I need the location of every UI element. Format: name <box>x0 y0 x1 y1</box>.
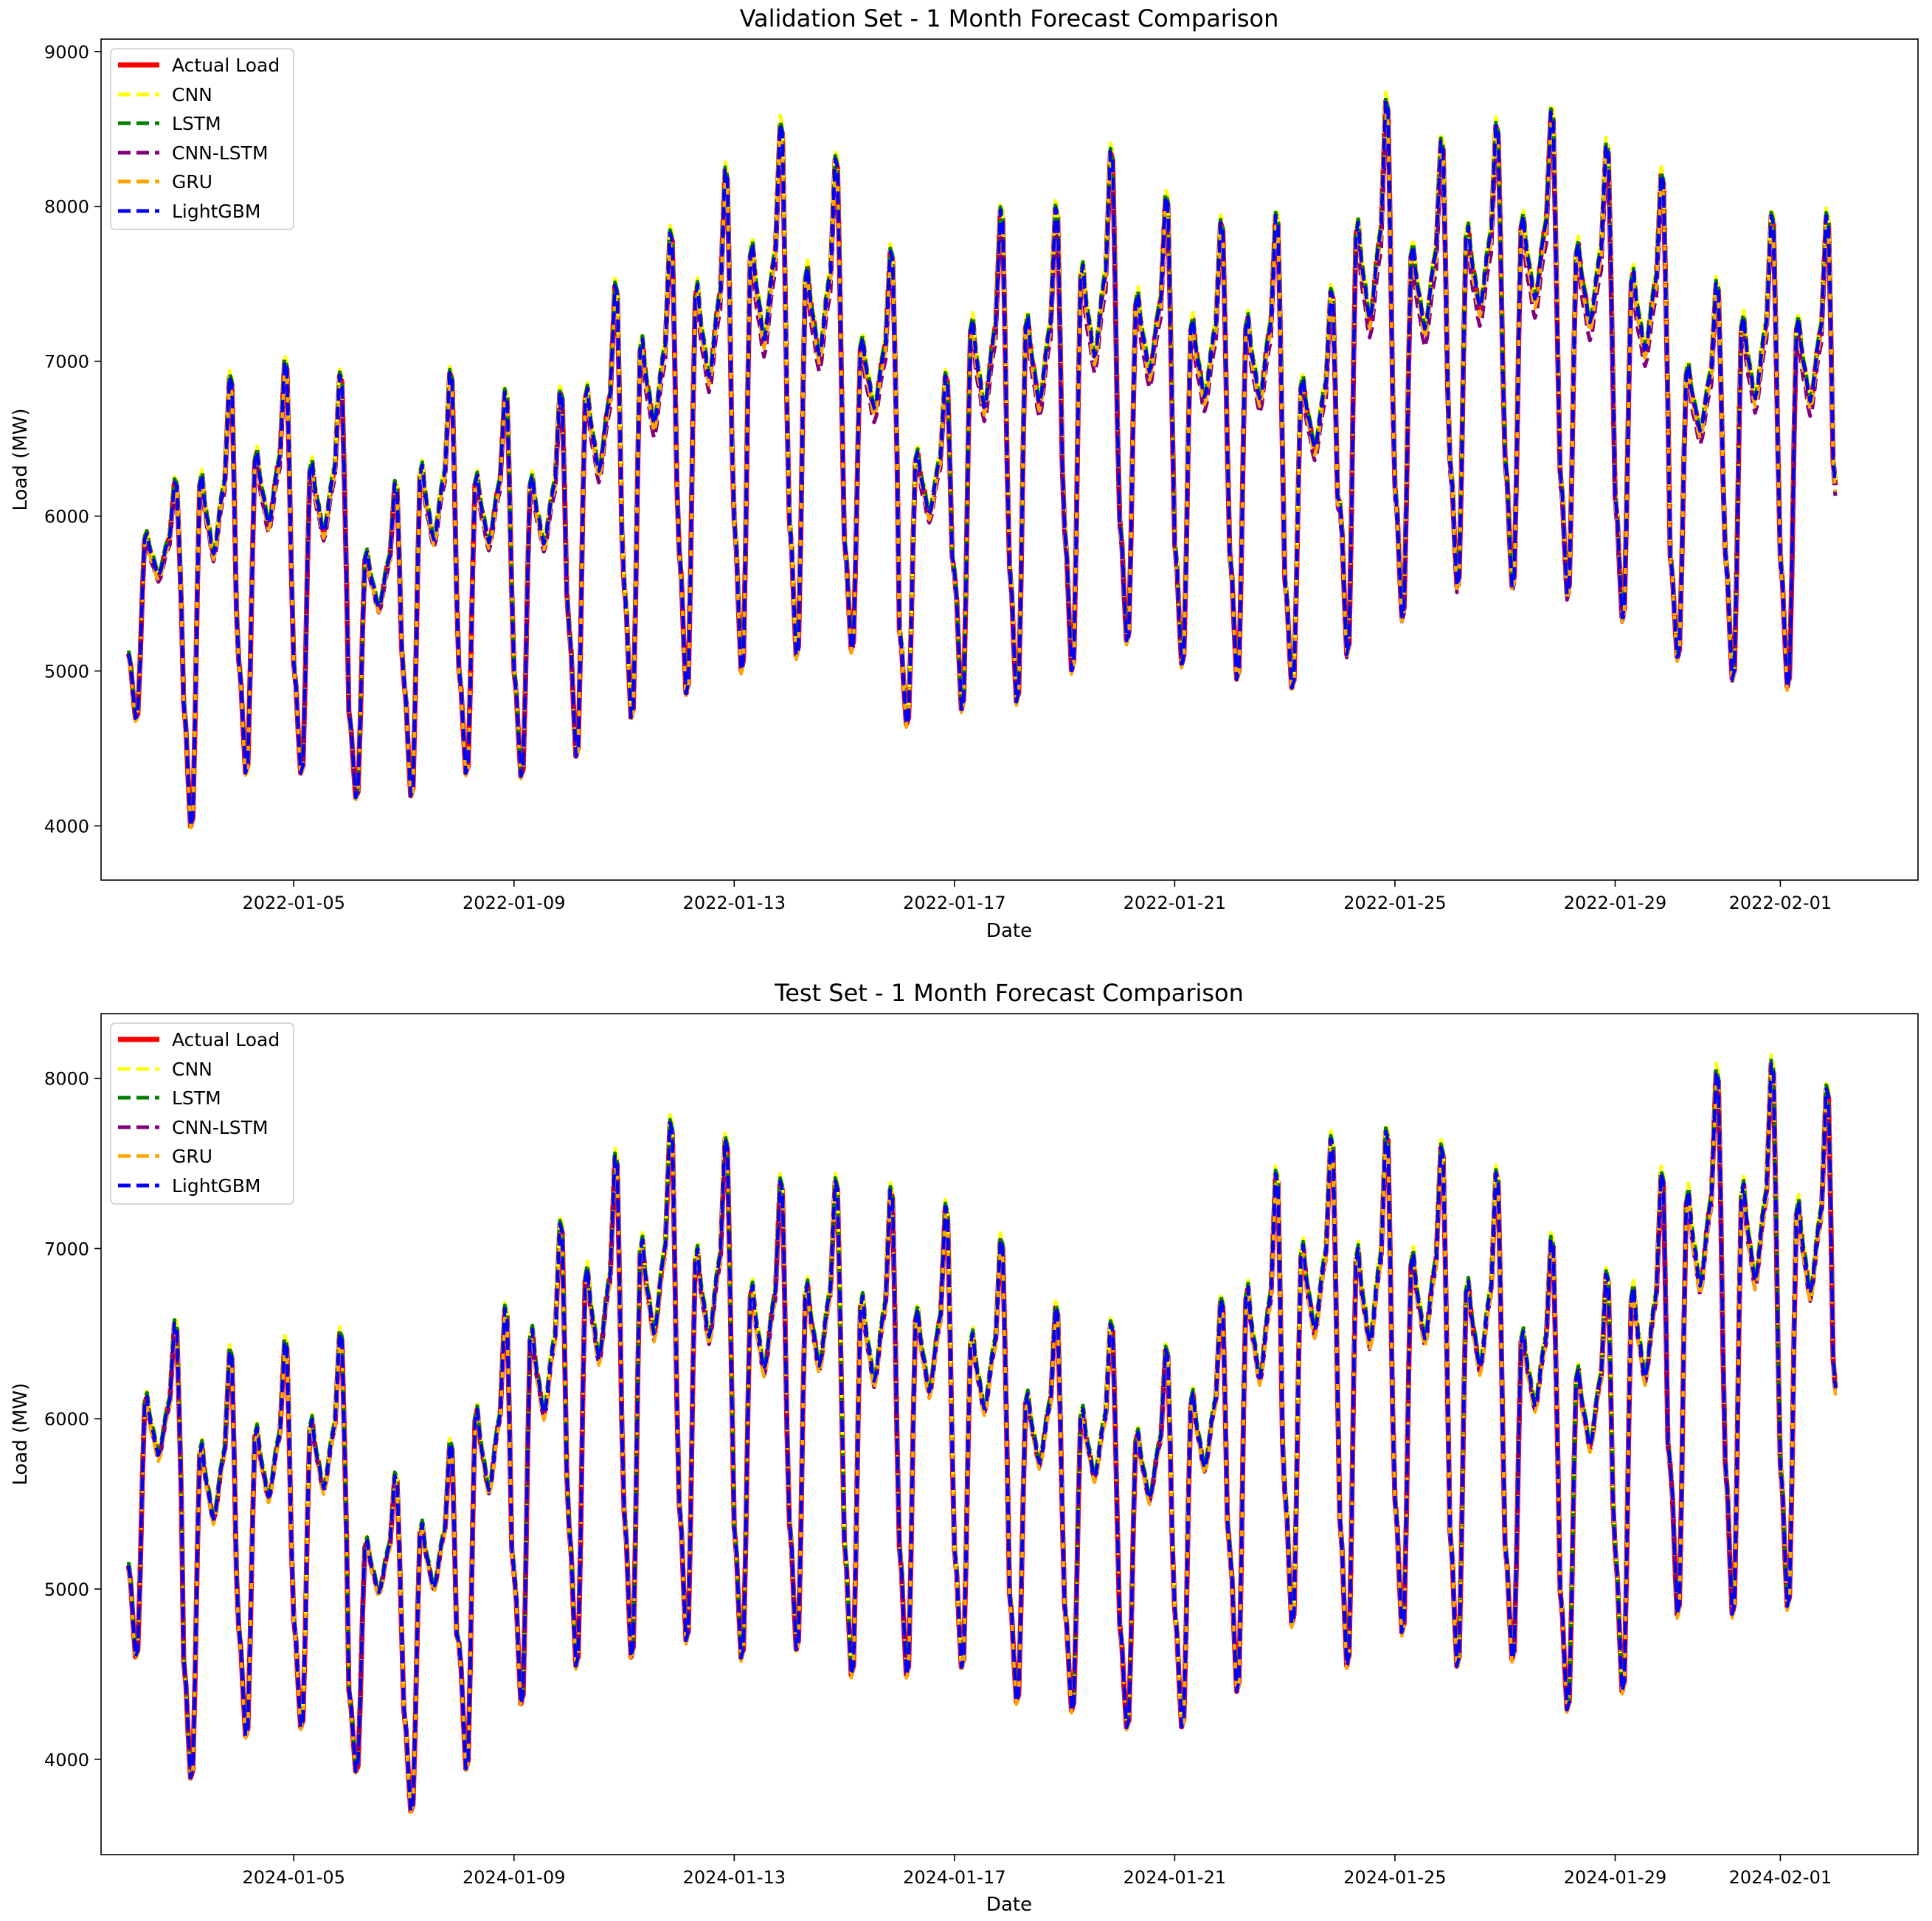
x-tick-label: 2024-01-13 <box>683 1867 786 1888</box>
validation-legend: Actual Load CNN LSTM CNN-LSTM GRU LightG… <box>110 48 294 230</box>
test-y-ticks: 4000 5000 6000 7000 8000 <box>44 1069 101 1771</box>
y-tick-label: 8000 <box>44 1069 89 1090</box>
x-tick-label: 2024-01-09 <box>463 1867 565 1888</box>
legend-label-cnn-lstm: CNN-LSTM <box>172 1117 269 1138</box>
legend-label-actual: Actual Load <box>172 55 280 76</box>
y-tick-label: 4000 <box>44 1750 89 1771</box>
validation-x-ticks: 2022-01-05 2022-01-09 2022-01-13 2022-01-17… <box>242 880 1832 913</box>
y-tick-label: 5000 <box>44 1579 89 1600</box>
legend-label-cnn: CNN <box>172 84 212 105</box>
x-tick-label: 2024-01-21 <box>1123 1867 1226 1888</box>
legend-label-lstm: LSTM <box>172 1087 221 1109</box>
series-line-gru <box>127 111 1838 830</box>
legend-label-lightgbm: LightGBM <box>172 201 260 222</box>
legend-label-cnn: CNN <box>172 1059 212 1080</box>
y-tick-label: 7000 <box>44 352 89 373</box>
test-series-lines <box>125 1053 1838 1814</box>
test-legend: Actual Load CNN LSTM CNN-LSTM GRU LightG… <box>110 1022 294 1205</box>
series-line-lightgbm <box>127 99 1838 828</box>
y-tick-label: 9000 <box>44 42 89 63</box>
x-tick-label: 2024-01-17 <box>903 1867 1005 1888</box>
x-tick-label: 2022-01-13 <box>683 893 786 913</box>
test-x-axis-label: Date <box>986 1894 1032 1916</box>
validation-series-lines <box>125 90 1838 830</box>
y-tick-label: 5000 <box>44 662 89 682</box>
x-tick-label: 2024-02-01 <box>1729 1867 1832 1888</box>
test-y-axis-label: Load (MW) <box>10 1382 32 1485</box>
test-plot-frame <box>100 1013 1919 1855</box>
legend-label-lightgbm: LightGBM <box>172 1175 260 1197</box>
validation-chart-title: Validation Set - 1 Month Forecast Compar… <box>740 4 1279 32</box>
x-tick-label: 2024-01-05 <box>242 1867 344 1888</box>
legend-label-gru: GRU <box>172 1146 212 1167</box>
x-tick-label: 2022-01-25 <box>1343 893 1446 913</box>
y-tick-label: 6000 <box>44 1409 89 1430</box>
test-chart: Test Set - 1 Month Forecast Comparison 4… <box>10 979 1919 1916</box>
validation-plot-frame <box>100 38 1919 881</box>
validation-y-axis-label: Load (MW) <box>10 408 32 510</box>
validation-y-ticks: 4000 5000 6000 7000 8000 9000 <box>44 42 101 837</box>
legend-label-cnn-lstm: CNN-LSTM <box>172 142 269 164</box>
test-chart-title: Test Set - 1 Month Forecast Comparison <box>774 979 1244 1007</box>
y-tick-label: 6000 <box>44 507 89 527</box>
x-tick-label: 2024-01-29 <box>1564 1867 1666 1888</box>
legend-label-actual: Actual Load <box>172 1029 280 1051</box>
x-tick-label: 2022-01-21 <box>1123 893 1226 913</box>
legend-label-gru: GRU <box>172 171 212 193</box>
x-tick-label: 2022-02-01 <box>1729 893 1832 913</box>
legend-label-lstm: LSTM <box>172 113 221 134</box>
x-tick-label: 2022-01-29 <box>1564 893 1666 913</box>
series-line-lightgbm <box>127 1062 1838 1813</box>
y-tick-label: 8000 <box>44 197 89 218</box>
y-tick-label: 4000 <box>44 817 89 837</box>
y-tick-label: 7000 <box>44 1239 89 1259</box>
x-tick-label: 2022-01-17 <box>903 893 1005 913</box>
x-tick-label: 2024-01-25 <box>1343 1867 1446 1888</box>
test-x-ticks: 2024-01-05 2024-01-09 2024-01-13 2024-01-17… <box>242 1855 1832 1888</box>
x-tick-label: 2022-01-09 <box>463 893 565 913</box>
validation-x-axis-label: Date <box>986 920 1032 942</box>
x-tick-label: 2022-01-05 <box>242 893 344 913</box>
validation-chart: Validation Set - 1 Month Forecast Compar… <box>10 4 1919 942</box>
